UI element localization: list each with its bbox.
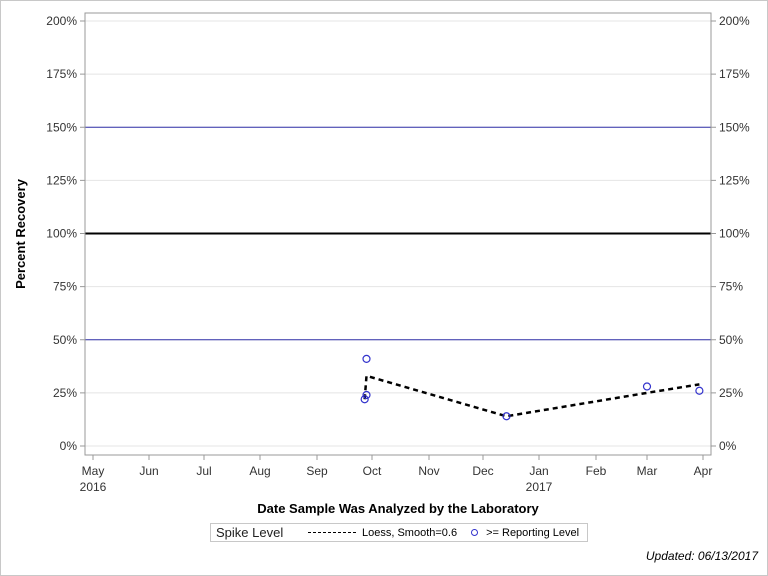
- y2-tick-label: 25%: [719, 386, 743, 400]
- x-tick-year: 2017: [526, 480, 553, 494]
- x-tick-label: Dec: [472, 464, 493, 478]
- y-tick-label: 50%: [53, 333, 77, 347]
- data-point: [362, 390, 371, 400]
- x-tick-label: Apr: [694, 464, 713, 478]
- y-tick-label: 25%: [53, 386, 77, 400]
- data-point: [360, 395, 369, 404]
- x-tick-label: May: [82, 464, 105, 478]
- y-tick-label: 75%: [53, 280, 77, 294]
- y2-tick-label: 75%: [719, 280, 743, 294]
- x-tick-label: Nov: [418, 464, 439, 478]
- y-tick-label: 125%: [46, 173, 77, 187]
- loess-curve: [363, 374, 700, 418]
- y-tick-label: 0%: [60, 439, 78, 453]
- y-tick-label: 100%: [46, 227, 77, 241]
- x-tick-label: Aug: [249, 464, 270, 478]
- legend: Spike Level Loess, Smooth=0.6 >= Reporti…: [210, 523, 588, 542]
- x-tick-label: Mar: [637, 464, 658, 478]
- x-tick-label: Oct: [363, 464, 382, 478]
- updated-timestamp: Updated: 06/13/2017: [645, 549, 758, 563]
- x-tick-label: Jan: [529, 464, 548, 478]
- x-tick-label: Feb: [586, 464, 607, 478]
- y2-tick-label: 50%: [719, 333, 743, 347]
- y2-tick-label: 100%: [719, 227, 750, 241]
- y-tick-label: 150%: [46, 120, 77, 134]
- x-tick-label: Sep: [306, 464, 328, 478]
- data-point: [362, 354, 371, 363]
- dashed-line-icon: [308, 532, 356, 533]
- y2-tick-label: 175%: [719, 67, 750, 81]
- x-axis-title: Date Sample Was Analyzed by the Laborato…: [257, 501, 539, 516]
- legend-entry-reporting-level: >= Reporting Level: [486, 526, 580, 539]
- y2-tick-label: 125%: [719, 173, 750, 187]
- circle-marker-icon: [471, 529, 479, 536]
- y-tick-label: 175%: [46, 67, 77, 81]
- x-tick-label: Jun: [139, 464, 158, 478]
- data-point: [502, 412, 511, 421]
- reference-lines: [85, 126, 711, 341]
- y-tick-label: 200%: [46, 14, 77, 28]
- loess-line: [363, 374, 700, 418]
- data-point: [642, 382, 652, 391]
- legend-title: Spike Level: [216, 525, 284, 540]
- y2-tick-label: 150%: [719, 120, 750, 134]
- x-axis: May 2016 Jun Jul Aug Sep Oct Nov Dec Jan 2017 Feb Ma…: [80, 455, 713, 494]
- data-point: [695, 386, 704, 395]
- x-tick-year: 2016: [80, 480, 107, 494]
- y-axis: 0% 0% 25% 25% 50% 50% 75% 75% 100% 100% 125% 125% 15…: [46, 14, 750, 453]
- y-axis-title: Percent Recovery: [13, 178, 28, 289]
- legend-entry-loess: Loess, Smooth=0.6: [362, 526, 458, 539]
- data-points: [360, 354, 704, 421]
- y2-tick-label: 200%: [719, 14, 750, 28]
- y2-tick-label: 0%: [719, 439, 737, 453]
- x-tick-label: Jul: [196, 464, 211, 478]
